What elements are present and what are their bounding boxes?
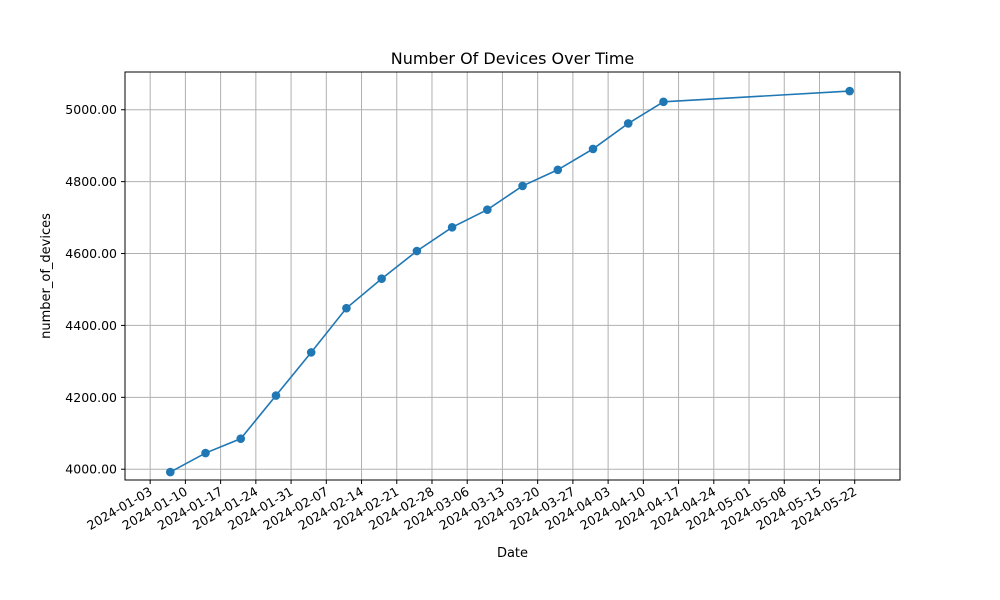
y-tick-label: 4000.00	[65, 462, 117, 477]
x-axis-label: Date	[497, 546, 528, 561]
data-point	[845, 86, 854, 96]
data-point	[271, 391, 281, 400]
data-point	[447, 222, 457, 232]
y-axis-label: number_of_devices	[39, 213, 54, 339]
data-point	[623, 119, 633, 128]
data-point	[553, 165, 563, 175]
grid-layer	[125, 72, 900, 480]
chart-title: Number Of Devices Over Time	[391, 49, 635, 68]
data-point	[483, 205, 492, 214]
data-point	[659, 97, 668, 107]
tick-layer: 2024-01-032024-01-102024-01-172024-01-24…	[65, 102, 859, 533]
y-tick-label: 5000.00	[65, 102, 117, 117]
data-point	[518, 181, 527, 191]
series-layer	[165, 86, 854, 477]
data-point	[201, 448, 210, 458]
data-point	[165, 467, 175, 477]
series-line	[169, 90, 850, 473]
data-point	[306, 348, 316, 357]
y-tick-label: 4400.00	[65, 318, 117, 333]
data-point	[588, 144, 598, 154]
y-tick-label: 4200.00	[65, 390, 117, 405]
data-point	[342, 303, 351, 313]
data-point	[412, 246, 422, 256]
data-point	[377, 274, 386, 283]
y-tick-label: 4800.00	[65, 174, 117, 189]
plot-frame	[124, 71, 901, 481]
data-point	[236, 434, 246, 443]
y-tick-label: 4600.00	[65, 246, 117, 261]
